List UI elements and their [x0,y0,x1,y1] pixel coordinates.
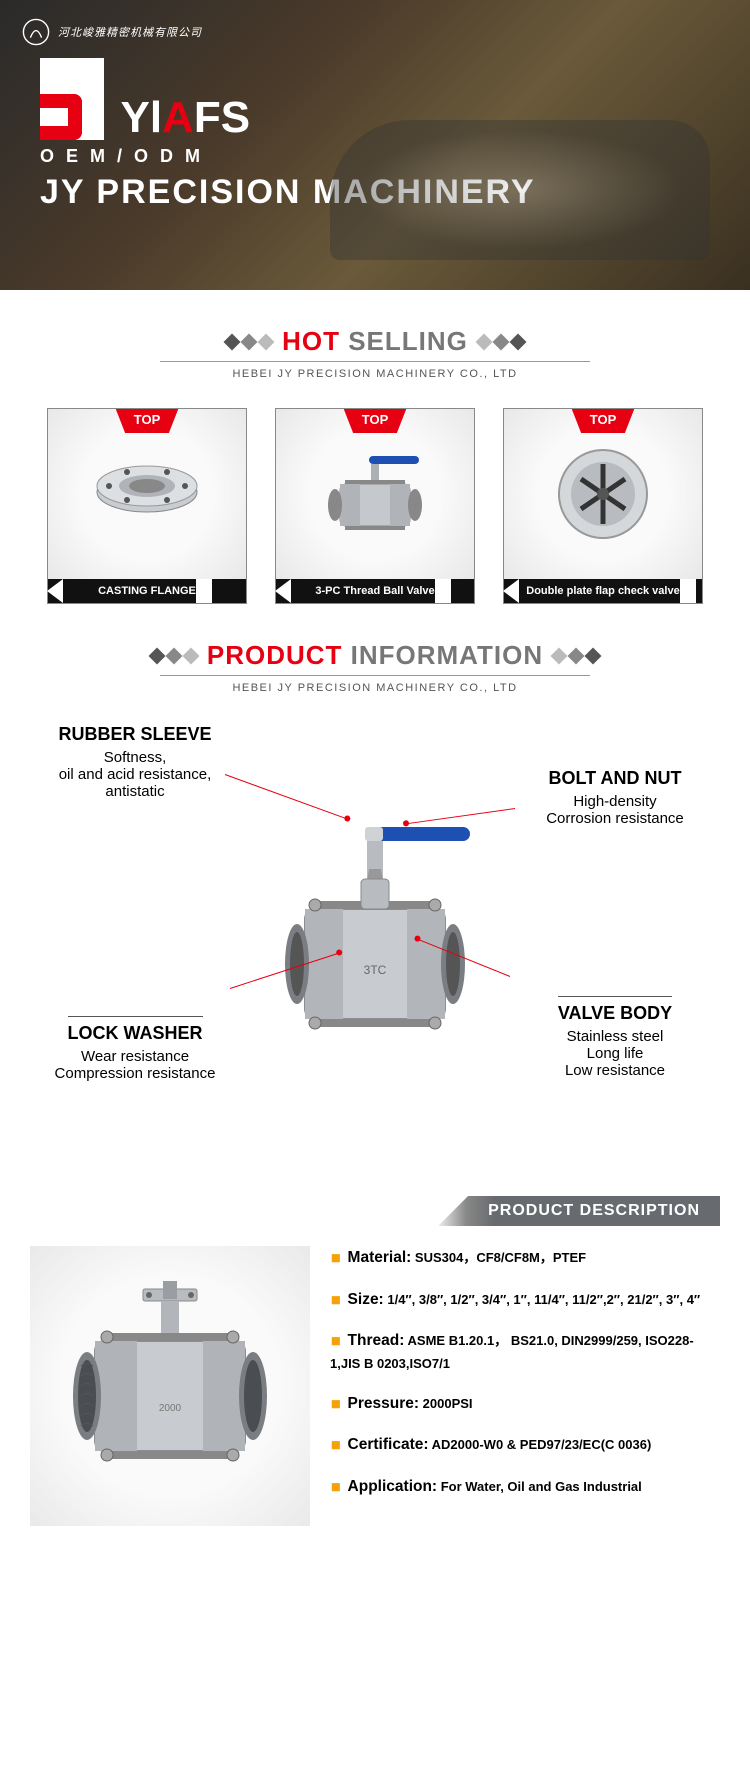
spec-row: ◆Thread: ASME B1.20.1， BS21.0, DIN2999/2… [330,1329,720,1374]
desc-header-bar: PRODUCT DESCRIPTION [438,1196,720,1226]
hot-selling-title: HOT SELLING [282,326,468,357]
five-graphic [40,58,104,140]
products-grid: TOP CASTING FLANGE TOP 3-PC Thread Ball … [0,408,750,604]
diamond-decor-right [553,650,599,662]
hero-title: JY PRECISION MACHINERY [40,173,536,212]
diamond-decor-left [151,650,197,662]
product-image-ball-valve [276,409,474,579]
hot-selling-header: HOT SELLING HEBEI JY PRECISION MACHINERY… [0,326,750,382]
hot-selling-subtitle: HEBEI JY PRECISION MACHINERY CO., LTD [160,361,590,380]
diamond-decor-right [478,336,524,348]
info-diagram: 3TC RUBBER SLEEVE Softness, oil and acid… [25,716,725,1156]
callout-lock-washer: LOCK WASHER Wear resistance Compression … [25,1016,245,1082]
logo-icon [22,18,50,46]
callout-bolt-nut: BOLT AND NUT High-density Corrosion resi… [505,768,725,827]
product-label: Double plate flap check valve [504,579,702,603]
diamond-decor-left [226,336,272,348]
product-card[interactable]: TOP 3-PC Thread Ball Valve [275,408,475,604]
product-info-header: PRODUCT INFORMATION HEBEI JY PRECISION M… [0,640,750,696]
product-image-flange [48,409,246,579]
product-image-check-valve [504,409,702,579]
product-info-title: PRODUCT INFORMATION [207,640,543,671]
top-badge: TOP [344,409,407,433]
oem-odm-text: OEM/ODM [40,146,536,167]
spec-row: ◆Application: For Water, Oil and Gas Ind… [330,1475,720,1499]
hero-text-block: YlAFS OEM/ODM JY PRECISION MACHINERY [40,58,536,212]
spec-row: ◆Size: 1/4″, 3/8″, 1/2″, 3/4″, 1″, 11/4″… [330,1288,720,1312]
top-badge: TOP [116,409,179,433]
spec-row: ◆Certificate: AD2000-W0 & PED97/23/EC(C … [330,1433,720,1457]
valve-center-image: 3TC [265,819,485,1079]
callout-valve-body: VALVE BODY Stainless steel Long life Low… [505,996,725,1079]
svg-text:3TC: 3TC [364,963,387,977]
callout-rubber-sleeve: RUBBER SLEEVE Softness, oil and acid res… [25,724,245,800]
desc-header-row: PRODUCT DESCRIPTION [0,1196,720,1226]
product-card[interactable]: TOP CASTING FLANGE [47,408,247,604]
company-name-cn: 河北峻雅精密机械有限公司 [58,24,202,40]
top-badge: TOP [572,409,635,433]
ylafs-text: YlAFS [120,96,250,140]
spec-row: ◆Pressure: 2000PSI [330,1392,720,1416]
desc-row: 2000 ◆Material: SUS304，CF8/CF8M，PTEF ◆Si… [0,1246,750,1566]
product-label: CASTING FLANGE [48,579,246,603]
product-card[interactable]: TOP Double plate flap check valve [503,408,703,604]
company-logo-row: 河北峻雅精密机械有限公司 [22,18,202,46]
svg-text:2000: 2000 [159,1403,182,1414]
hero-banner: 河北峻雅精密机械有限公司 YlAFS OEM/ODM JY PRECISION … [0,0,750,290]
desc-product-image: 2000 [30,1246,310,1526]
spec-list: ◆Material: SUS304，CF8/CF8M，PTEF ◆Size: 1… [330,1246,720,1526]
spec-row: ◆Material: SUS304，CF8/CF8M，PTEF [330,1246,720,1270]
product-info-subtitle: HEBEI JY PRECISION MACHINERY CO., LTD [160,675,590,694]
product-label: 3-PC Thread Ball Valve [276,579,474,603]
